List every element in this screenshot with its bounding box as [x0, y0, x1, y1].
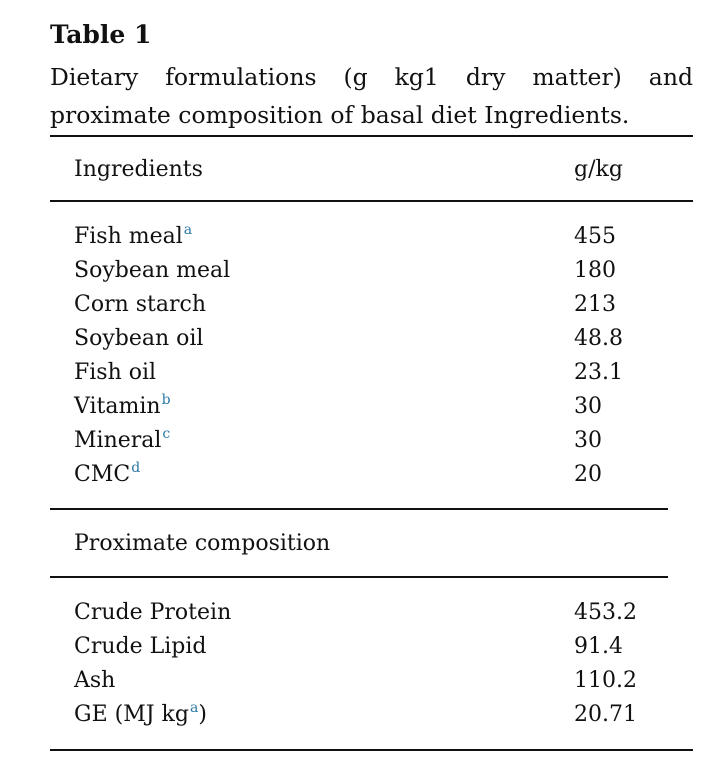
proximate-value: 91.4	[574, 634, 623, 659]
ingredient-name: Fish meala	[74, 222, 193, 249]
proximate-name: Crude Protein	[74, 600, 232, 625]
proximate-value: 20.71	[574, 702, 637, 727]
ingredient-value: 48.8	[574, 326, 623, 351]
ingredient-name: Soybean oil	[74, 326, 204, 351]
ingredient-name: Vitaminb	[74, 392, 171, 419]
ingredient-value: 23.1	[574, 360, 623, 385]
proximate-name: GE (MJ kga)	[74, 700, 207, 727]
ingredient-value: 30	[574, 428, 602, 453]
ingredient-name: Fish oil	[74, 360, 157, 385]
proximate-heading: Proximate composition	[74, 531, 331, 556]
bottom-rule	[50, 749, 693, 751]
ingredient-value: 213	[574, 292, 616, 317]
footnote-marker[interactable]: a	[189, 700, 199, 716]
section-rule	[50, 576, 668, 578]
ingredient-value: 180	[574, 258, 616, 283]
footnote-marker[interactable]: c	[162, 426, 171, 442]
ingredient-name: Soybean meal	[74, 258, 231, 283]
top-rule	[50, 135, 693, 137]
header-ingredients: Ingredients	[74, 157, 203, 182]
proximate-name: Crude Lipid	[74, 634, 207, 659]
ingredient-value: 455	[574, 224, 616, 249]
header-unit: g/kg	[574, 157, 623, 182]
footnote-marker[interactable]: d	[131, 460, 141, 476]
ingredient-name: Mineralc	[74, 426, 171, 453]
header-rule	[50, 200, 693, 202]
table-label: Table 1	[50, 20, 152, 49]
section-rule	[50, 508, 668, 510]
ingredient-value: 20	[574, 462, 602, 487]
ingredient-name: CMCd	[74, 460, 141, 487]
proximate-value: 453.2	[574, 600, 637, 625]
table-caption: Dietary formulations (g kg1 dry matter) …	[50, 63, 693, 129]
footnote-marker[interactable]: a	[183, 222, 193, 238]
footnote-marker[interactable]: b	[161, 392, 171, 408]
ingredient-name: Corn starch	[74, 292, 207, 317]
ingredient-value: 30	[574, 394, 602, 419]
proximate-value: 110.2	[574, 668, 637, 693]
proximate-name: Ash	[74, 668, 116, 693]
